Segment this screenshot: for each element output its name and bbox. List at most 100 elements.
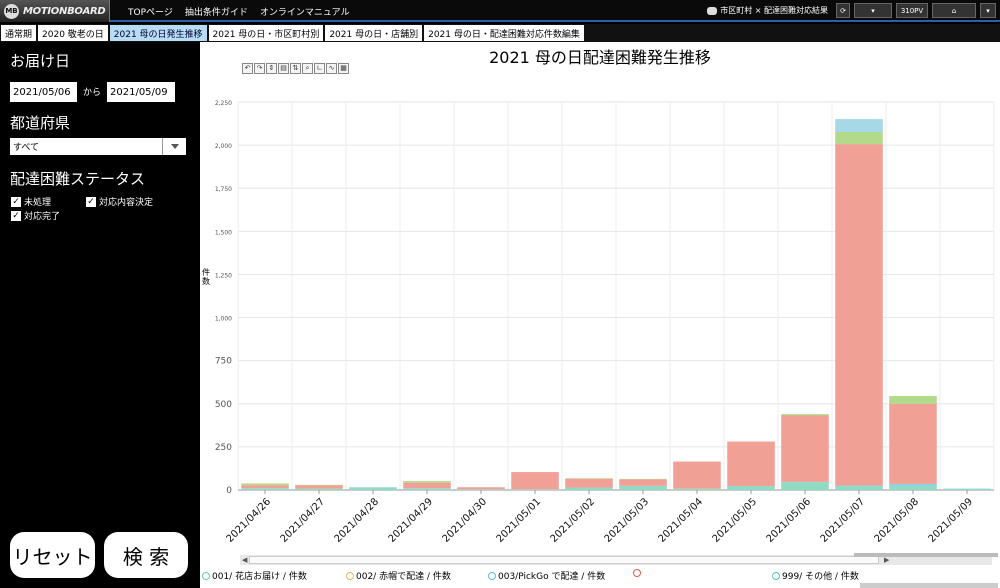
x-tick-label: 2021/04/26	[225, 496, 274, 545]
drill-icon[interactable]: ⇕	[266, 63, 277, 74]
y-tick-label: 2,250	[215, 100, 232, 107]
refresh-button[interactable]: ⟳	[836, 3, 850, 18]
x-tick-label: 2021/04/29	[387, 496, 436, 545]
legend-marker	[202, 571, 210, 580]
horizontal-scrollbar[interactable]: ◀ ▶	[240, 555, 992, 565]
line-chart-icon[interactable]: ∿	[326, 63, 337, 74]
status-label: 配達困難ステータス	[10, 170, 146, 188]
legend-item[interactable]: 999/ その他 / 件数	[772, 569, 859, 582]
checkbox-completed[interactable]: ✓ 対応完了	[11, 209, 60, 222]
redo-icon[interactable]: ↷	[254, 63, 265, 74]
app-logo[interactable]: MB MOTIONBOARD	[4, 3, 106, 19]
legend-label: 999/ その他 / 件数	[782, 572, 859, 582]
zoom-slider[interactable]	[854, 553, 998, 557]
x-tick-label: 2021/05/04	[657, 496, 706, 545]
bar-segment	[727, 486, 775, 487]
legend-item[interactable]: 003/PickGo で配達 / 件数	[488, 569, 605, 582]
bar-segment	[457, 487, 505, 490]
bar-segment	[295, 485, 343, 489]
x-tick-label: 2021/04/28	[333, 496, 382, 545]
checkbox-decided[interactable]: ✓ 対応内容決定	[86, 195, 153, 208]
x-tick-label: 2021/04/27	[279, 496, 328, 545]
menu-button[interactable]: ▾	[980, 3, 996, 18]
bar-segment	[565, 487, 613, 490]
x-tick-label: 2021/05/03	[603, 496, 652, 545]
x-tick-label: 2021/05/09	[927, 496, 976, 545]
bar-segment	[727, 486, 775, 490]
date-from-input[interactable]: 2021/05/06	[10, 82, 77, 102]
undo-icon[interactable]: ↶	[242, 63, 253, 74]
bar-segment	[781, 414, 829, 416]
checkbox-label: 未処理	[24, 198, 52, 208]
bar-segment	[781, 415, 829, 482]
export-icon[interactable]: ▤	[278, 63, 289, 74]
home-button[interactable]: ⌂	[932, 3, 976, 18]
reset-button[interactable]: リセット	[10, 532, 95, 578]
bar-segment	[943, 488, 991, 490]
chart-legend: 001/ 花店お届け / 件数 002/ 赤帽で配達 / 件数 003/Pick…	[200, 569, 1000, 582]
tab-mothersday-trend[interactable]: 2021 母の日発生推移	[109, 25, 207, 41]
bar-segment	[781, 482, 829, 490]
bar-segment	[889, 483, 937, 487]
checkbox-unprocessed[interactable]: ✓ 未処理	[11, 195, 51, 208]
bar-segment	[835, 119, 883, 133]
bar-segment	[673, 488, 721, 490]
zoom-icon[interactable]: ⌕	[302, 63, 313, 74]
bar-segment	[889, 486, 937, 490]
axis-icon[interactable]: ∟	[314, 63, 325, 74]
prefecture-select[interactable]: すべて	[10, 138, 186, 155]
legend-item[interactable]: 002/ 赤帽で配達 / 件数	[346, 569, 451, 582]
chevron-down-icon: ▾	[871, 6, 875, 15]
check-icon[interactable]: ✓	[11, 210, 21, 221]
legend-item[interactable]: 001/ 花店お届け / 件数	[202, 569, 307, 582]
bar-segment	[565, 487, 613, 489]
bar-segment	[241, 483, 289, 486]
chart-toolbar: ↶ ↷ ⇕ ▤ ⇅ ⌕ ∟ ∿ ▦	[242, 63, 349, 74]
legend-scrollbar[interactable]	[860, 583, 998, 588]
y-tick-label: 1,750	[215, 186, 232, 193]
bar-segment	[403, 488, 451, 489]
bar-segment	[889, 403, 937, 484]
bar-segment	[565, 478, 613, 488]
stacked-bar-chart[interactable]: 0 250 500 750 1,000 1,250 1,500 1,750 2,000 2,250…	[200, 42, 1000, 588]
tab-normal[interactable]: 通常期	[1, 25, 37, 41]
legend-marker	[633, 569, 641, 577]
tab-mothersday-store[interactable]: 2021 母の日・店舗別	[325, 25, 423, 41]
y-tick-label: 500	[215, 400, 232, 410]
y-tick-label: 250	[215, 443, 232, 453]
scrollbar-thumb[interactable]	[249, 556, 879, 564]
bar-segment	[619, 479, 667, 486]
tab-mothersday-edit[interactable]: 2021 母の日・配達困難対応件数編集	[424, 25, 584, 41]
board-breadcrumb[interactable]: 市区町村 × 配達困難対応結果	[703, 3, 832, 18]
legend-item[interactable]	[633, 569, 643, 577]
y-tick-label: 1,000	[215, 316, 232, 323]
legend-marker	[346, 571, 354, 580]
check-icon[interactable]: ✓	[11, 196, 21, 207]
legend-label: 001/ 花店お届け / 件数	[212, 572, 307, 582]
tab-keiro-2020[interactable]: 2020 敬老の日	[38, 25, 108, 41]
top-bar: MB MOTIONBOARD TOPページ 抽出条件ガイド オンラインマニュアル…	[0, 0, 1000, 22]
date-separator: から	[83, 88, 102, 98]
table-icon[interactable]: ▦	[338, 63, 349, 74]
nav-online-manual[interactable]: オンラインマニュアル	[259, 8, 350, 18]
chevron-down-icon: ▾	[986, 6, 990, 15]
date-to-input[interactable]: 2021/05/09	[107, 82, 175, 102]
scroll-left-icon[interactable]: ◀	[242, 556, 248, 564]
chevron-down-icon[interactable]	[162, 138, 186, 155]
y-tick-label: 1,250	[215, 272, 232, 279]
nav-top-page[interactable]: TOPページ	[128, 8, 173, 18]
filter-sidebar: お届け日 2021/05/06 から 2021/05/09 都道府県 すべて 配…	[0, 42, 200, 588]
sort-icon[interactable]: ⇅	[290, 63, 301, 74]
bar-segment	[619, 485, 667, 487]
bar-segment	[349, 487, 397, 488]
search-button[interactable]: 検 索	[104, 532, 188, 578]
bar-segment	[889, 396, 937, 404]
legend-label: 003/PickGo で配達 / 件数	[498, 572, 606, 582]
bar-segment	[619, 486, 667, 490]
scroll-right-icon[interactable]: ▶	[884, 556, 890, 564]
nav-filter-guide[interactable]: 抽出条件ガイド	[184, 8, 248, 18]
chevron-down-button[interactable]: ▾	[854, 3, 892, 18]
tab-mothersday-city[interactable]: 2021 母の日・市区町村別	[208, 25, 324, 41]
check-icon[interactable]: ✓	[86, 196, 96, 207]
